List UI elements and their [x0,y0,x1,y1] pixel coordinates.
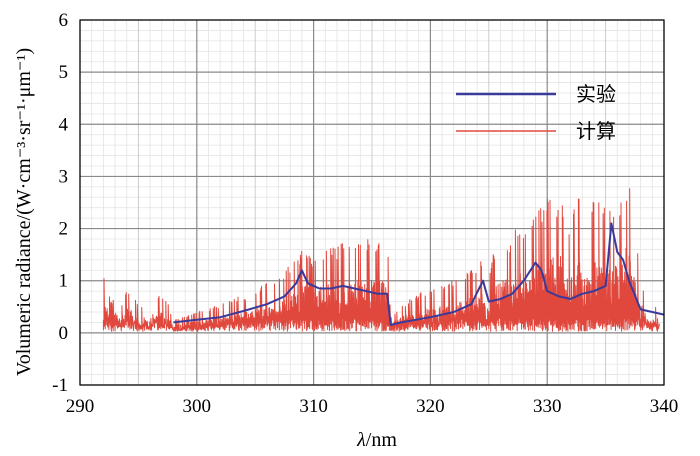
x-axis-title: λ/nm [356,429,397,451]
plot-frame [79,19,665,386]
x-tick-label: 300 [183,396,212,417]
x-tick-label: 330 [533,396,562,417]
series-exp-group [173,222,665,326]
x-tick-label: 310 [299,396,328,417]
y-tick-labels: -1 0 1 2 3 4 5 6 [52,10,68,396]
y-tick-label: 5 [59,62,69,83]
legend-label-calc: 计算 [576,119,616,143]
x-axis-title-symbol: λ [356,429,366,451]
x-tick-label: 290 [66,396,95,417]
x-axis-title-unit: /nm [366,429,398,451]
y-tick-label: 4 [59,114,69,135]
x-tick-labels: 290 300 310 320 330 340 [66,396,679,417]
x-tick-label: 340 [650,396,679,417]
y-tick-label: 6 [59,10,69,31]
y-tick-label: -1 [52,375,68,396]
y-tick-label: 2 [59,219,69,240]
y-tick-label: 1 [59,271,69,292]
legend-label-exp: 实验 [576,82,616,106]
y-tick-label: 3 [59,166,69,187]
x-tick-label: 320 [416,396,445,417]
series-calc-line [102,188,660,332]
legend: 实验 计算 [456,82,616,143]
y-tick-label: 0 [59,323,69,344]
series-calc-group [102,188,660,332]
y-axis-title: Volumeric radiance/(W·cm⁻³·sr⁻¹·μm⁻¹) [13,48,35,376]
series-exp-line [173,222,665,326]
